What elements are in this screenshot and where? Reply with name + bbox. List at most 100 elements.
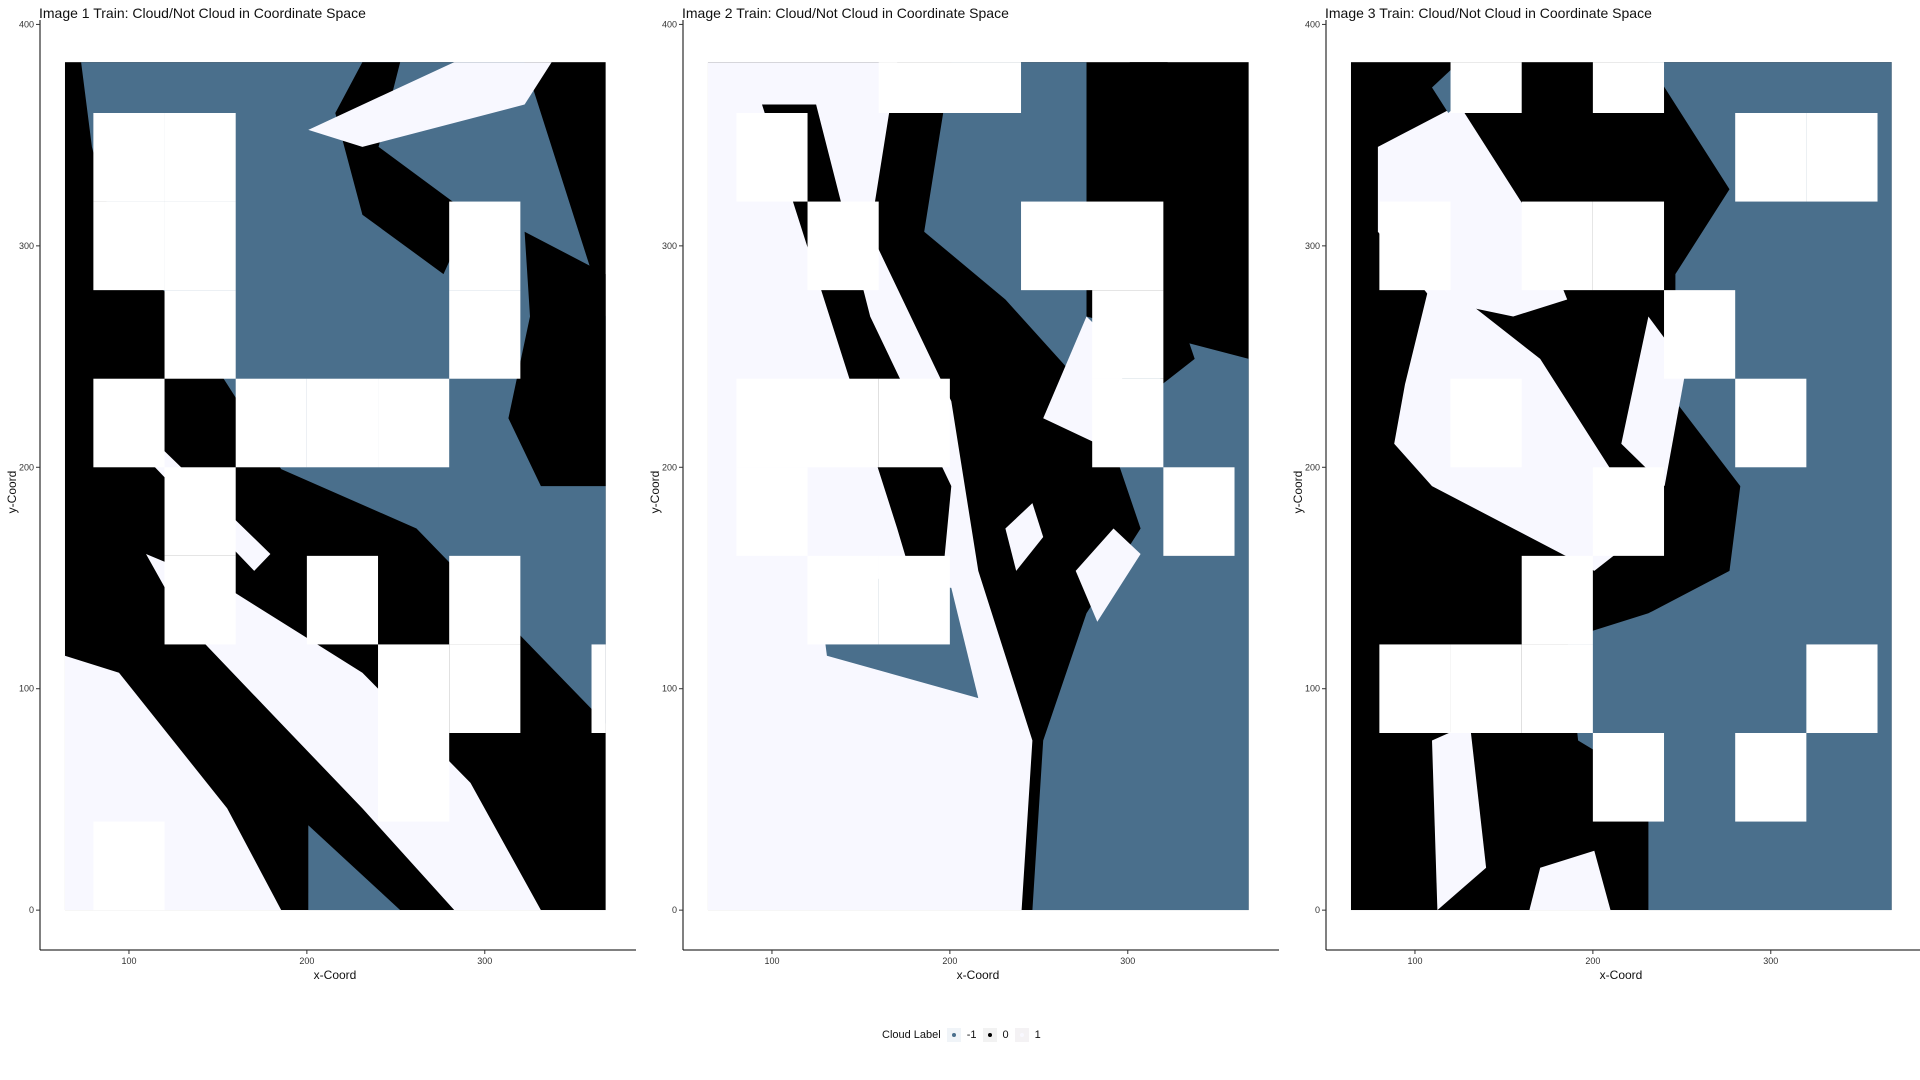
masked-block <box>1092 378 1164 468</box>
legend-title: Cloud Label <box>882 1029 941 1041</box>
x-tick-label: 300 <box>1763 956 1778 966</box>
masked-block <box>878 378 950 468</box>
masked-block <box>591 644 606 733</box>
y-tick-label: 0 <box>1315 905 1320 915</box>
x-tick-label: 300 <box>1120 956 1135 966</box>
region-label-neg1 <box>308 825 401 911</box>
region-label-1 <box>1075 528 1141 622</box>
masked-block <box>736 467 808 556</box>
masked-block <box>736 113 808 202</box>
masked-block <box>164 201 236 291</box>
masked-block <box>378 733 450 822</box>
masked-block <box>1379 644 1451 733</box>
chart-plot: 100 200 300 0 100 200 300 400 <box>19 19 636 966</box>
region-label-1 <box>707 62 1033 911</box>
masked-block <box>1092 290 1164 379</box>
masked-block <box>1021 201 1164 291</box>
masked-block <box>1735 378 1807 468</box>
masked-block <box>1592 62 1665 113</box>
chart-title: Image 2 Train: Cloud/Not Cloud in Coordi… <box>682 5 1009 21</box>
masked-block <box>736 378 879 468</box>
x-tick-label: 200 <box>1585 956 1600 966</box>
y-axis-label: y-Coord <box>648 470 662 514</box>
heatmap-area <box>707 62 1249 911</box>
masked-block <box>1521 644 1593 733</box>
y-tick-label: 300 <box>19 241 34 251</box>
x-tick-label: 200 <box>942 956 957 966</box>
masked-block <box>449 201 521 291</box>
chart-panel-3: Image 3 Train: Cloud/Not Cloud in Coordi… <box>1286 0 1920 1000</box>
masked-block <box>164 467 236 556</box>
legend-key-0 <box>982 1028 997 1042</box>
region-label-0 <box>508 231 606 487</box>
masked-block <box>1592 467 1665 556</box>
legend-label-1: 1 <box>1034 1029 1041 1041</box>
heatmap-area <box>64 62 606 911</box>
y-axis-label: y-Coord <box>5 470 19 514</box>
x-tick-label: 100 <box>764 956 779 966</box>
masked-block <box>1664 290 1736 379</box>
x-axis-label: x-Coord <box>1599 968 1643 982</box>
y-tick-label: 200 <box>19 462 34 472</box>
legend: Cloud Label -1 0 1 <box>882 1028 1041 1042</box>
region-label-1 <box>1432 723 1487 911</box>
masked-block <box>93 201 165 291</box>
masked-block <box>1806 113 1878 202</box>
region-label-1 <box>1005 503 1044 571</box>
masked-block <box>164 290 236 379</box>
masked-block <box>807 555 879 645</box>
x-axis-label: x-Coord <box>313 968 357 982</box>
masked-block <box>1735 113 1807 202</box>
legend-key-1 <box>1014 1028 1029 1042</box>
y-axis-label: y-Coord <box>1291 470 1305 514</box>
masked-block <box>449 290 521 379</box>
masked-block <box>1592 201 1665 291</box>
masked-block <box>1379 201 1451 291</box>
x-tick-label: 100 <box>121 956 136 966</box>
masked-block <box>449 644 521 733</box>
chart-panel-2: Image 2 Train: Cloud/Not Cloud in Coordi… <box>643 0 1283 1000</box>
y-tick-label: 400 <box>1305 19 1320 29</box>
masked-block <box>878 555 950 645</box>
x-axis-label: x-Coord <box>956 968 1000 982</box>
masked-block <box>235 378 307 468</box>
chart-plot: 100 200 300 0 100 200 300 400 <box>1305 19 1920 966</box>
masked-block <box>1450 644 1522 733</box>
y-tick-label: 400 <box>662 19 677 29</box>
masked-block <box>1521 201 1593 291</box>
masked-block <box>306 378 379 468</box>
masked-block <box>93 821 165 911</box>
x-tick-label: 100 <box>1407 956 1422 966</box>
legend-key-neg1 <box>946 1028 961 1042</box>
masked-block <box>378 378 450 468</box>
masked-block <box>807 201 879 291</box>
y-tick-label: 0 <box>29 905 34 915</box>
masked-block <box>1806 644 1878 733</box>
chart-title: Image 3 Train: Cloud/Not Cloud in Coordi… <box>1325 5 1652 21</box>
chart-title: Image 1 Train: Cloud/Not Cloud in Coordi… <box>39 5 366 21</box>
y-tick-label: 300 <box>662 241 677 251</box>
y-tick-label: 300 <box>1305 241 1320 251</box>
masked-block <box>1592 733 1665 822</box>
masked-block <box>93 378 165 468</box>
x-tick-label: 200 <box>299 956 314 966</box>
masked-block <box>93 113 165 202</box>
masked-block <box>1735 733 1807 822</box>
masked-block <box>306 555 379 645</box>
masked-block <box>164 113 236 202</box>
y-tick-label: 200 <box>662 462 677 472</box>
region-label-1 <box>1529 850 1611 911</box>
region-label-1 <box>308 62 552 147</box>
masked-block <box>1521 555 1593 645</box>
heatmap-area <box>1350 62 1892 911</box>
y-tick-label: 100 <box>662 684 677 694</box>
y-tick-label: 400 <box>19 19 34 29</box>
legend-label-0: 0 <box>1002 1029 1009 1041</box>
masked-block <box>1163 467 1235 556</box>
x-tick-label: 300 <box>477 956 492 966</box>
region-label-neg1 <box>924 62 1249 911</box>
masked-block <box>1450 378 1522 468</box>
masked-block <box>1450 62 1522 113</box>
masked-block <box>378 644 450 733</box>
masked-block <box>164 555 236 645</box>
